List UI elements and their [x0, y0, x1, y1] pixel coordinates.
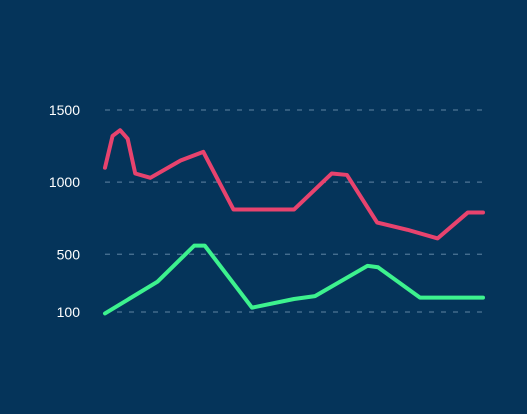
- y-tick-label: 500: [57, 246, 81, 262]
- series-line-pink: [103, 128, 485, 241]
- y-tick-label: 100: [57, 304, 81, 320]
- y-tick-label: 1000: [49, 174, 80, 190]
- series-line-green: [103, 243, 485, 316]
- y-tick-label: 1500: [49, 102, 80, 118]
